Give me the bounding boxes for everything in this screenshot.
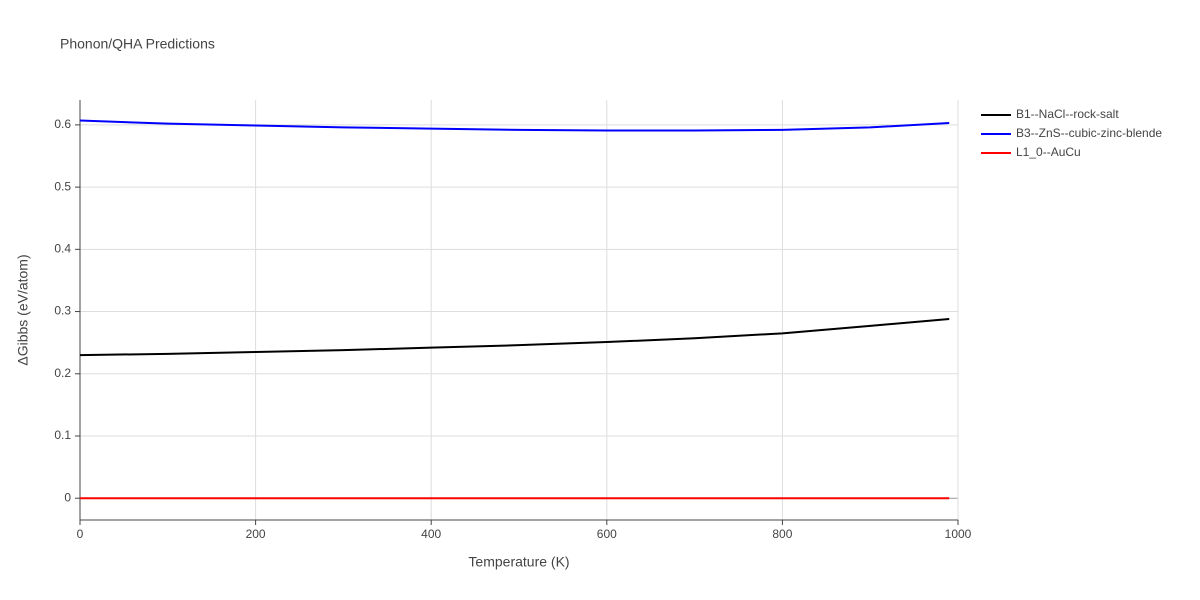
y-tick-label: 0.3 <box>54 304 71 318</box>
x-tick-label: 400 <box>421 527 441 541</box>
chart-title: Phonon/QHA Predictions <box>60 36 215 52</box>
grid: 0 0.1 0.2 0.3 0.4 0.5 0.6 0 200 400 600 800 1000 <box>54 100 972 541</box>
legend-label: B1--NaCl--rock-salt <box>1016 107 1119 121</box>
series-line <box>79 119 950 132</box>
y-tick-label: 0 <box>64 490 71 504</box>
y-axis-title: ΔGibbs (eV/atom) <box>15 254 31 365</box>
x-tick-label: 0 <box>77 527 84 541</box>
x-axis-title: Temperature (K) <box>468 554 569 570</box>
y-tick-label: 0.4 <box>54 242 71 256</box>
legend: B1--NaCl--rock-salt B3--ZnS--cubic-zinc-b… <box>981 107 1162 159</box>
y-tick-label: 0.2 <box>54 366 71 380</box>
plot-lines <box>79 119 950 500</box>
x-tick-label: 600 <box>597 527 617 541</box>
x-tick-label: 200 <box>246 527 266 541</box>
legend-label: L1_0--AuCu <box>1016 145 1081 159</box>
y-tick-label: 0.6 <box>54 117 71 131</box>
y-tick-label: 0.1 <box>54 428 71 442</box>
x-tick-label: 800 <box>772 527 792 541</box>
x-tick-label: 1000 <box>945 527 972 541</box>
legend-label: B3--ZnS--cubic-zinc-blende <box>1016 126 1162 140</box>
y-tick-label: 0.5 <box>54 179 71 193</box>
series-line <box>79 318 950 357</box>
